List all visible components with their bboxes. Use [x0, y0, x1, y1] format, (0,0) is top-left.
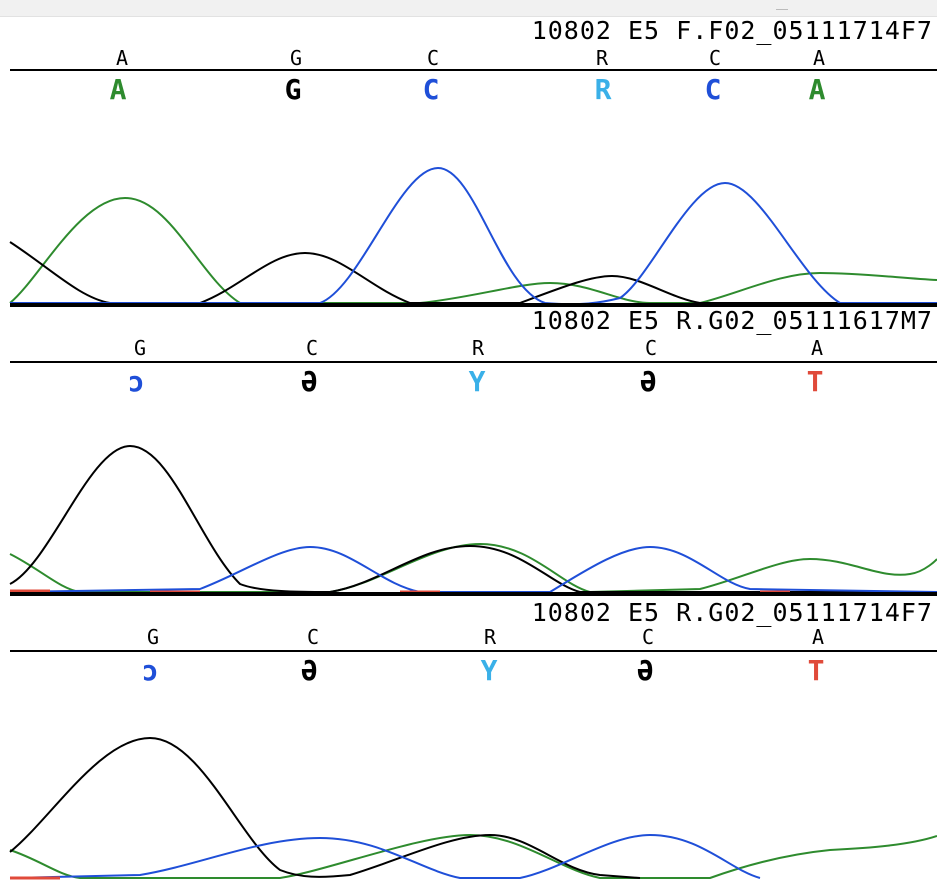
- trace-green: [9, 196, 937, 304]
- trace-baseline: [10, 303, 937, 307]
- reference-base: C: [305, 336, 319, 360]
- sequence-ruler: [10, 69, 937, 71]
- reference-base: G: [146, 625, 160, 649]
- base-call[interactable]: T: [807, 654, 825, 687]
- reference-base: G: [289, 46, 303, 70]
- chromatogram-panel-forward: 10802 E5 F.F02_05111714F7 A G C R C A A …: [0, 18, 937, 308]
- base-call[interactable]: ɔ: [127, 365, 145, 398]
- base-call[interactable]: A: [808, 73, 826, 106]
- reference-base: A: [115, 46, 129, 70]
- electropherogram-trace: [9, 444, 937, 596]
- base-call[interactable]: R: [594, 73, 612, 106]
- panel-title: 10802 E5 F.F02_05111714F7: [531, 16, 933, 45]
- resize-grip-icon[interactable]: [776, 9, 788, 10]
- electropherogram-trace: [9, 166, 937, 307]
- base-call[interactable]: Y: [480, 654, 498, 687]
- electropherogram-trace: [9, 736, 937, 880]
- base-call[interactable]: A: [109, 73, 127, 106]
- reference-base: C: [641, 625, 655, 649]
- trace-blue: [9, 833, 761, 879]
- trace-black: [9, 444, 937, 594]
- sequence-ruler: [10, 361, 937, 363]
- reference-base: R: [483, 625, 497, 649]
- base-call[interactable]: Ә: [300, 365, 318, 398]
- base-call[interactable]: Ә: [636, 654, 654, 687]
- base-call[interactable]: T: [806, 365, 824, 398]
- chromatogram-panel-reverse-2: 10802 E5 R.G02_05111714F7 G C R C A ɔ Ә …: [0, 600, 937, 881]
- sequence-ruler: [10, 650, 937, 652]
- trace-green: [9, 833, 937, 879]
- reference-base: C: [426, 46, 440, 70]
- reference-base: C: [708, 46, 722, 70]
- panel-title: 10802 E5 R.G02_05111714F7: [531, 598, 933, 627]
- reference-base: R: [595, 46, 609, 70]
- reference-base: C: [306, 625, 320, 649]
- window-top-bar: [0, 0, 937, 17]
- reference-base: R: [471, 336, 485, 360]
- base-call[interactable]: Ә: [639, 365, 657, 398]
- reference-base: A: [812, 46, 826, 70]
- chromatogram-panel-reverse-1: 10802 E5 R.G02_05111617M7 G C R C A ɔ Ә …: [0, 308, 937, 600]
- base-call[interactable]: C: [704, 73, 722, 106]
- base-call[interactable]: C: [422, 73, 440, 106]
- reference-base: A: [811, 625, 825, 649]
- reference-base: C: [644, 336, 658, 360]
- trace-baseline: [10, 592, 937, 596]
- reference-base: A: [810, 336, 824, 360]
- base-call[interactable]: G: [284, 73, 302, 106]
- base-call[interactable]: Y: [468, 365, 486, 398]
- trace-blue: [9, 545, 937, 593]
- trace-blue: [10, 166, 937, 306]
- reference-base: G: [133, 336, 147, 360]
- panel-title: 10802 E5 R.G02_05111617M7: [531, 306, 933, 335]
- base-call[interactable]: ɔ: [141, 654, 159, 687]
- trace-black: [9, 736, 641, 879]
- trace-black: [9, 241, 937, 304]
- trace-green: [9, 542, 937, 594]
- base-call[interactable]: Ә: [300, 654, 318, 687]
